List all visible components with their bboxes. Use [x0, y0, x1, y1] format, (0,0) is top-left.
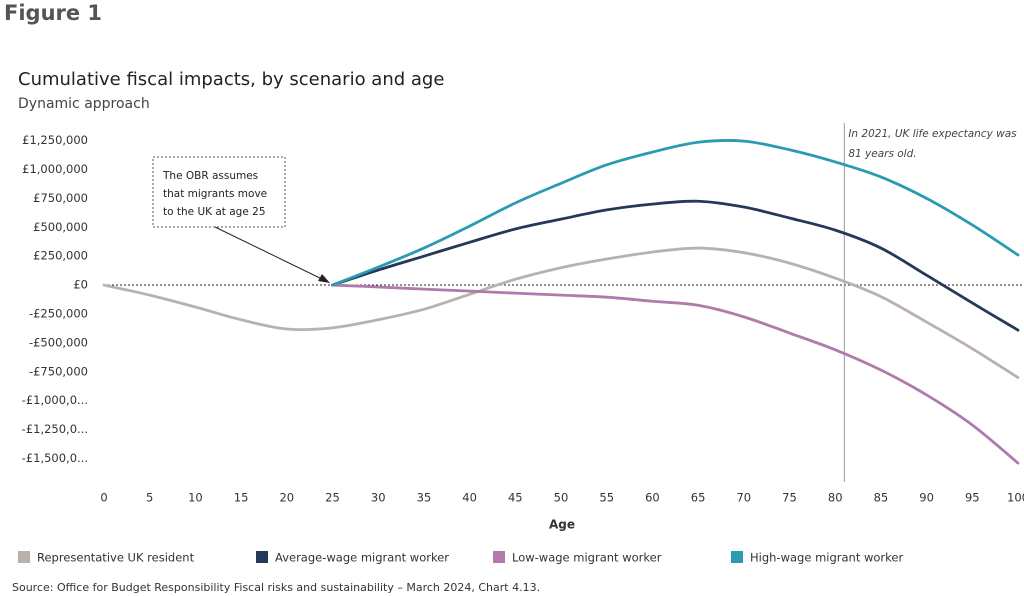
annotation-text: to the UK at age 25	[163, 206, 266, 218]
reference-note: In 2021, UK life expectancy was	[848, 128, 1017, 140]
y-tick-label: -£1,250,0...	[22, 422, 88, 436]
x-tick-label: 25	[325, 491, 340, 505]
x-tick-label: 0	[100, 491, 107, 505]
x-tick-label: 95	[965, 491, 980, 505]
x-tick-label: 45	[508, 491, 523, 505]
series-line	[331, 139, 1020, 287]
legend-label: Low-wage migrant worker	[512, 551, 662, 565]
y-tick-label: -£250,000	[29, 306, 88, 320]
x-tick-label: 30	[371, 491, 386, 505]
annotation-box	[152, 156, 286, 228]
y-tick-label: -£500,000	[29, 335, 88, 349]
legend-label: High-wage migrant worker	[750, 551, 903, 565]
y-tick-label: £1,000,000	[22, 162, 88, 176]
legend-label: Average-wage migrant worker	[275, 551, 449, 565]
annotation-text: that migrants move	[163, 188, 267, 200]
y-tick-label: £750,000	[33, 191, 88, 205]
legend-swatch	[731, 551, 743, 563]
legend-swatch	[493, 551, 505, 563]
arrow-head	[318, 274, 330, 283]
series-line	[331, 283, 1020, 465]
x-tick-label: 55	[599, 491, 614, 505]
x-tick-label: 70	[736, 491, 751, 505]
x-tick-label: 5	[146, 491, 153, 505]
x-tick-label: 40	[462, 491, 477, 505]
annotation-arrow	[214, 226, 327, 282]
x-axis-label: Age	[549, 518, 575, 532]
chart-subtitle: Dynamic approach	[18, 96, 150, 112]
source: Source: Office for Budget Responsibility…	[12, 581, 540, 594]
annotation-text: The OBR assumes	[162, 170, 258, 182]
y-tick-label: -£1,000,0...	[22, 393, 88, 407]
x-tick-label: 50	[554, 491, 569, 505]
y-tick-label: -£750,000	[29, 364, 88, 378]
x-tick-label: 60	[645, 491, 660, 505]
y-tick-label: £250,000	[33, 249, 88, 263]
x-tick-label: 35	[417, 491, 432, 505]
y-tick-label: £0	[73, 278, 88, 292]
x-tick-label: 10	[188, 491, 203, 505]
x-tick-label: 20	[279, 491, 294, 505]
x-tick-label: 15	[234, 491, 249, 505]
y-tick-label: £1,250,000	[22, 133, 88, 147]
x-tick-label: 80	[828, 491, 843, 505]
y-tick-label: £500,000	[33, 220, 88, 234]
y-tick-label: -£1,500,0...	[22, 451, 88, 465]
x-tick-label: 85	[874, 491, 889, 505]
figure-label: Figure 1	[4, 1, 102, 25]
legend-swatch	[18, 551, 30, 563]
x-tick-label: 90	[919, 491, 934, 505]
series-line	[102, 246, 1020, 379]
chart-title: Cumulative fiscal impacts, by scenario a…	[18, 69, 444, 90]
reference-note: 81 years old.	[848, 148, 916, 160]
x-tick-label: 100	[1007, 491, 1024, 505]
legend-label: Representative UK resident	[37, 551, 195, 565]
x-tick-label: 75	[782, 491, 797, 505]
legend-swatch	[256, 551, 268, 563]
x-tick-label: 65	[691, 491, 706, 505]
series-line	[331, 199, 1020, 332]
